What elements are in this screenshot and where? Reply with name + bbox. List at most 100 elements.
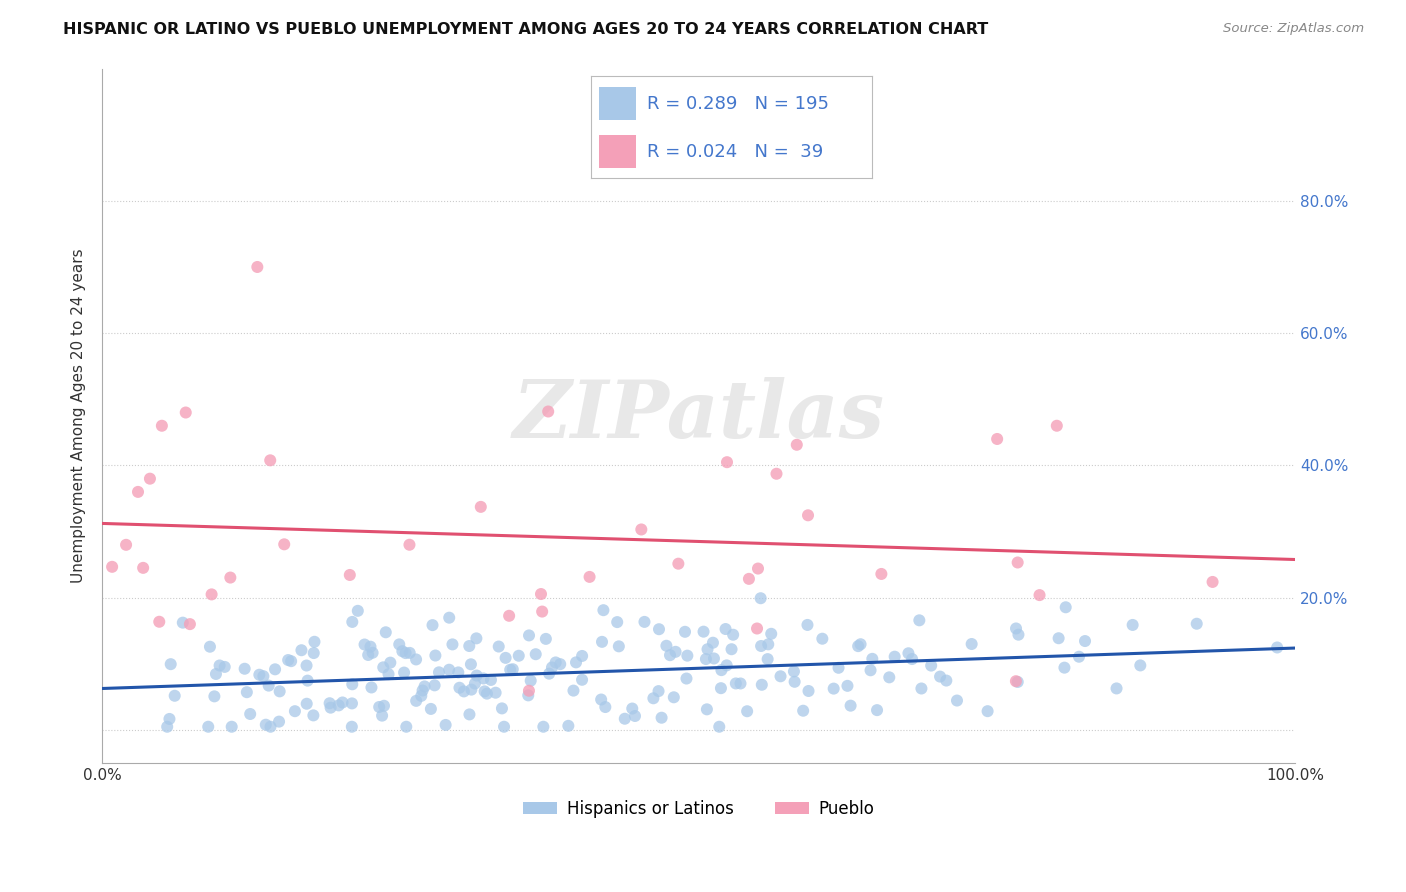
Point [592,603,614,617]
Point [761,627,783,641]
Point [827,661,849,675]
Point [595,700,617,714]
Point [696,702,718,716]
Point [219,570,242,584]
Point [531,605,554,619]
Point [666,557,689,571]
Point [412,683,434,698]
Point [127,484,149,499]
Point [464,676,486,690]
Point [534,632,557,646]
Point [508,648,530,663]
Point [531,720,554,734]
Point [517,683,540,698]
Point [557,719,579,733]
Point [495,651,517,665]
Point [749,591,772,606]
Point [423,678,446,692]
Point [295,697,318,711]
Point [465,632,488,646]
Point [488,640,510,654]
Point [233,662,256,676]
Point [721,628,744,642]
Point [360,681,382,695]
Point [1185,616,1208,631]
Point [148,615,170,629]
Point [398,538,420,552]
Point [976,704,998,718]
Point [1201,574,1223,589]
Point [214,660,236,674]
Point [470,500,492,514]
Point [630,523,652,537]
Point [425,648,447,663]
Point [254,717,277,731]
Point [695,652,717,666]
Point [484,686,506,700]
Point [960,637,983,651]
Point [647,684,669,698]
Point [797,508,820,523]
Point [391,644,413,658]
Point [730,676,752,690]
Point [860,652,883,666]
Point [1122,618,1144,632]
Point [273,537,295,551]
Point [544,656,567,670]
Point [578,570,600,584]
Point [252,669,274,683]
Point [796,618,818,632]
Point [280,654,302,668]
Point [395,720,418,734]
Point [1105,681,1128,696]
Point [398,646,420,660]
Point [259,720,281,734]
Point [479,673,502,687]
Point [920,658,942,673]
Point [374,625,396,640]
Point [198,640,221,654]
Point [340,720,363,734]
Point [439,610,461,624]
Point [101,559,124,574]
Point [259,453,281,467]
Point [883,649,905,664]
Point [710,663,733,677]
Point [676,648,699,663]
Point [197,720,219,734]
Point [624,709,647,723]
Point [607,640,630,654]
Point [648,622,671,636]
Point [548,657,571,672]
Point [846,639,869,653]
Point [205,667,228,681]
Point [591,692,613,706]
Point [163,689,186,703]
Bar [599,87,636,120]
Point [419,702,441,716]
Point [159,657,181,672]
Point [738,572,761,586]
Point [332,696,354,710]
Point [745,622,768,636]
Point [361,646,384,660]
Point [246,260,269,274]
Point [749,639,772,653]
Point [405,694,427,708]
Point [908,613,931,627]
Point [388,637,411,651]
Point [929,670,952,684]
Point [946,693,969,707]
Point [866,703,889,717]
Point [613,712,636,726]
Point [264,662,287,676]
Point [524,647,547,661]
Point [565,656,588,670]
Point [651,711,673,725]
Point [247,667,270,681]
Point [562,683,585,698]
Point [655,639,678,653]
Point [342,615,364,629]
Point [1053,660,1076,674]
Point [328,698,350,713]
